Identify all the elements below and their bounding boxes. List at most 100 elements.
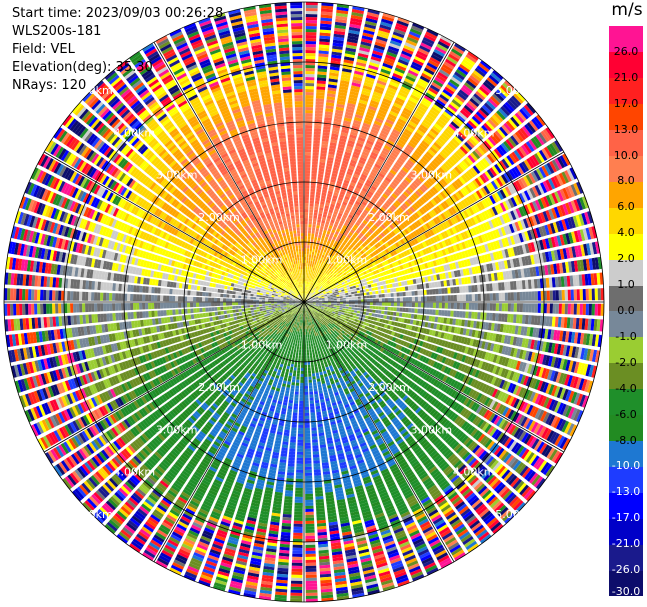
velocity-gate <box>495 333 500 342</box>
velocity-gate <box>331 302 334 304</box>
velocity-gate <box>561 289 565 301</box>
velocity-gate <box>343 179 350 185</box>
velocity-gate <box>503 335 509 344</box>
velocity-gate <box>317 293 321 296</box>
velocity-gate <box>463 231 469 239</box>
velocity-gate <box>439 223 446 231</box>
velocity-gate <box>481 104 492 115</box>
velocity-gate <box>359 131 368 137</box>
velocity-gate <box>369 295 373 299</box>
velocity-gate <box>437 281 442 288</box>
velocity-gate <box>498 108 508 119</box>
velocity-gate <box>457 66 469 76</box>
velocity-gate <box>389 183 396 190</box>
velocity-gate <box>391 181 398 188</box>
velocity-gate <box>331 288 335 292</box>
velocity-gate <box>439 151 448 159</box>
velocity-gate <box>399 302 403 307</box>
velocity-gate <box>436 274 441 281</box>
velocity-gate <box>332 260 336 265</box>
velocity-gate <box>398 312 403 317</box>
velocity-gate <box>475 246 481 255</box>
velocity-gate <box>362 311 367 315</box>
velocity-gate <box>465 122 475 132</box>
velocity-gate <box>503 156 512 167</box>
velocity-gate <box>371 240 376 245</box>
velocity-gate <box>333 303 337 306</box>
velocity-gate <box>340 259 345 264</box>
velocity-gate <box>541 148 550 160</box>
velocity-gate <box>315 194 321 199</box>
velocity-gate <box>343 62 354 67</box>
velocity-gate <box>483 293 487 301</box>
velocity-gate <box>473 320 477 329</box>
velocity-gate <box>439 135 448 143</box>
velocity-gate <box>408 302 412 307</box>
velocity-gate <box>421 72 432 81</box>
velocity-gate <box>409 319 414 325</box>
velocity-gate <box>457 213 464 221</box>
velocity-gate <box>588 258 594 271</box>
velocity-gate <box>305 8 318 12</box>
velocity-gate <box>503 225 509 235</box>
velocity-gate <box>411 291 415 296</box>
velocity-gate <box>304 293 306 297</box>
velocity-gate <box>330 263 334 267</box>
velocity-gate <box>415 320 420 326</box>
velocity-gate <box>581 196 589 209</box>
velocity-gate <box>386 51 398 58</box>
velocity-gate <box>367 259 372 265</box>
velocity-gate <box>536 240 542 251</box>
velocity-gate <box>334 230 339 235</box>
velocity-gate <box>508 118 518 129</box>
velocity-gate <box>565 345 571 357</box>
velocity-gate <box>316 92 325 96</box>
velocity-gate <box>320 17 333 22</box>
velocity-gate <box>342 261 347 266</box>
velocity-gate <box>500 226 507 236</box>
velocity-gate <box>304 182 310 186</box>
velocity-gate <box>357 136 366 142</box>
velocity-gate <box>309 298 313 300</box>
velocity-gate <box>499 189 507 199</box>
velocity-gate <box>304 290 306 293</box>
velocity-gate <box>322 268 325 272</box>
velocity-gate <box>441 288 445 294</box>
velocity-gate <box>594 303 598 316</box>
velocity-gate <box>585 333 591 346</box>
velocity-gate <box>422 70 434 78</box>
velocity-gate <box>537 183 545 195</box>
velocity-gate <box>582 228 589 241</box>
velocity-gate <box>304 188 310 192</box>
velocity-gate <box>430 219 436 227</box>
velocity-gate <box>422 224 429 231</box>
velocity-gate <box>313 134 321 138</box>
velocity-gate <box>372 294 376 298</box>
velocity-gate <box>358 179 365 184</box>
velocity-gate <box>449 237 455 245</box>
velocity-gate <box>309 263 312 267</box>
velocity-gate <box>464 82 475 92</box>
velocity-gate <box>579 303 583 315</box>
velocity-gate <box>432 79 444 88</box>
velocity-gate <box>398 317 402 322</box>
velocity-gate <box>384 306 388 311</box>
velocity-gate <box>315 299 319 301</box>
velocity-gate <box>352 6 365 12</box>
velocity-gate <box>576 260 582 272</box>
velocity-gate <box>387 186 394 192</box>
velocity-gate <box>510 210 517 221</box>
velocity-gate <box>354 70 364 76</box>
velocity-gate <box>378 155 386 162</box>
velocity-gate <box>441 240 447 248</box>
velocity-gate <box>481 255 486 263</box>
velocity-gate <box>309 282 312 286</box>
velocity-gate <box>343 117 352 122</box>
velocity-gate <box>334 287 338 290</box>
velocity-gate <box>325 105 334 110</box>
velocity-gate <box>555 303 559 314</box>
velocity-gate <box>429 261 435 268</box>
velocity-gate <box>521 244 527 254</box>
velocity-gate <box>540 290 544 301</box>
velocity-gate <box>388 45 400 53</box>
